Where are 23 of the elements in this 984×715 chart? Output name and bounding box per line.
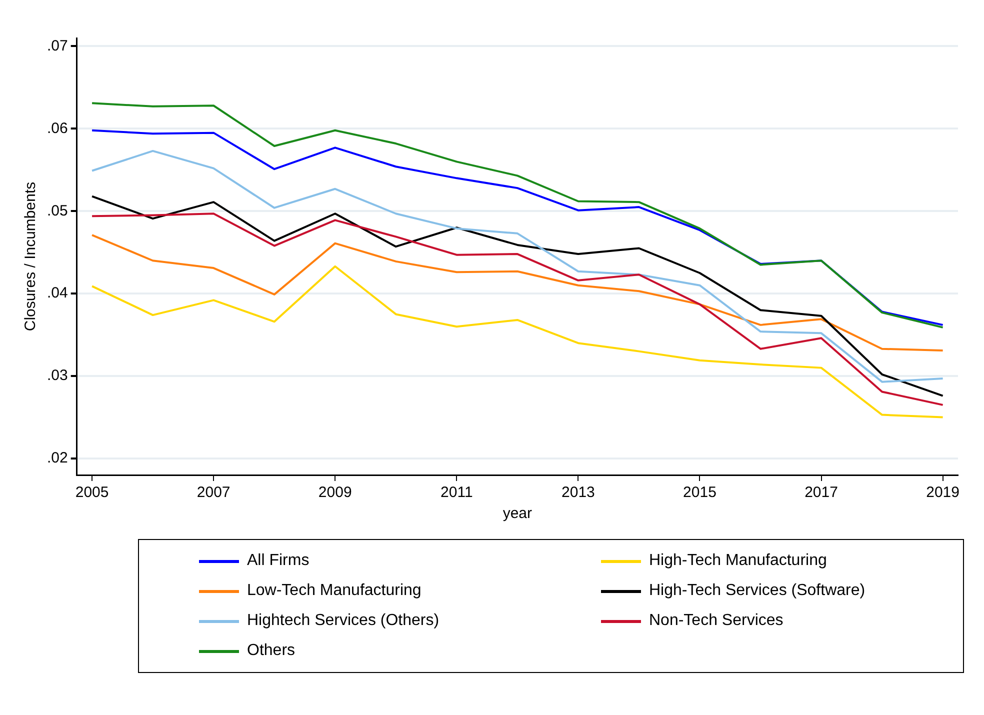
x-tick-label: 2005 xyxy=(75,484,109,502)
y-tick-label: .07 xyxy=(46,37,68,54)
x-tick-label: 2009 xyxy=(318,484,352,502)
x-tick-label: 2011 xyxy=(440,484,473,502)
y-tick-label: .02 xyxy=(46,450,68,467)
legend-label: Low-Tech Manufacturing xyxy=(247,582,422,600)
legend-label: High-Tech Manufacturing xyxy=(649,552,827,570)
legend-label: Others xyxy=(247,642,296,660)
y-tick-label: .03 xyxy=(46,367,68,384)
x-axis-title: year xyxy=(502,505,532,522)
legend-label: High-Tech Services (Software) xyxy=(649,582,866,600)
x-tick-label: 2015 xyxy=(683,484,716,502)
y-axis-title: Closures / Incumbents xyxy=(22,182,40,332)
legend-label: Hightech Services (Others) xyxy=(247,612,440,630)
x-tick-label: 2017 xyxy=(804,484,838,502)
y-tick-label: .06 xyxy=(46,120,68,137)
legend-label: All Firms xyxy=(247,552,310,570)
x-tick-label: 2013 xyxy=(562,484,595,502)
y-tick-label: .04 xyxy=(46,284,68,302)
y-tick-label: .05 xyxy=(46,202,68,220)
legend-label: Non-Tech Services xyxy=(649,612,784,630)
x-tick-label: 2019 xyxy=(926,484,960,502)
x-tick-label: 2007 xyxy=(196,484,230,502)
